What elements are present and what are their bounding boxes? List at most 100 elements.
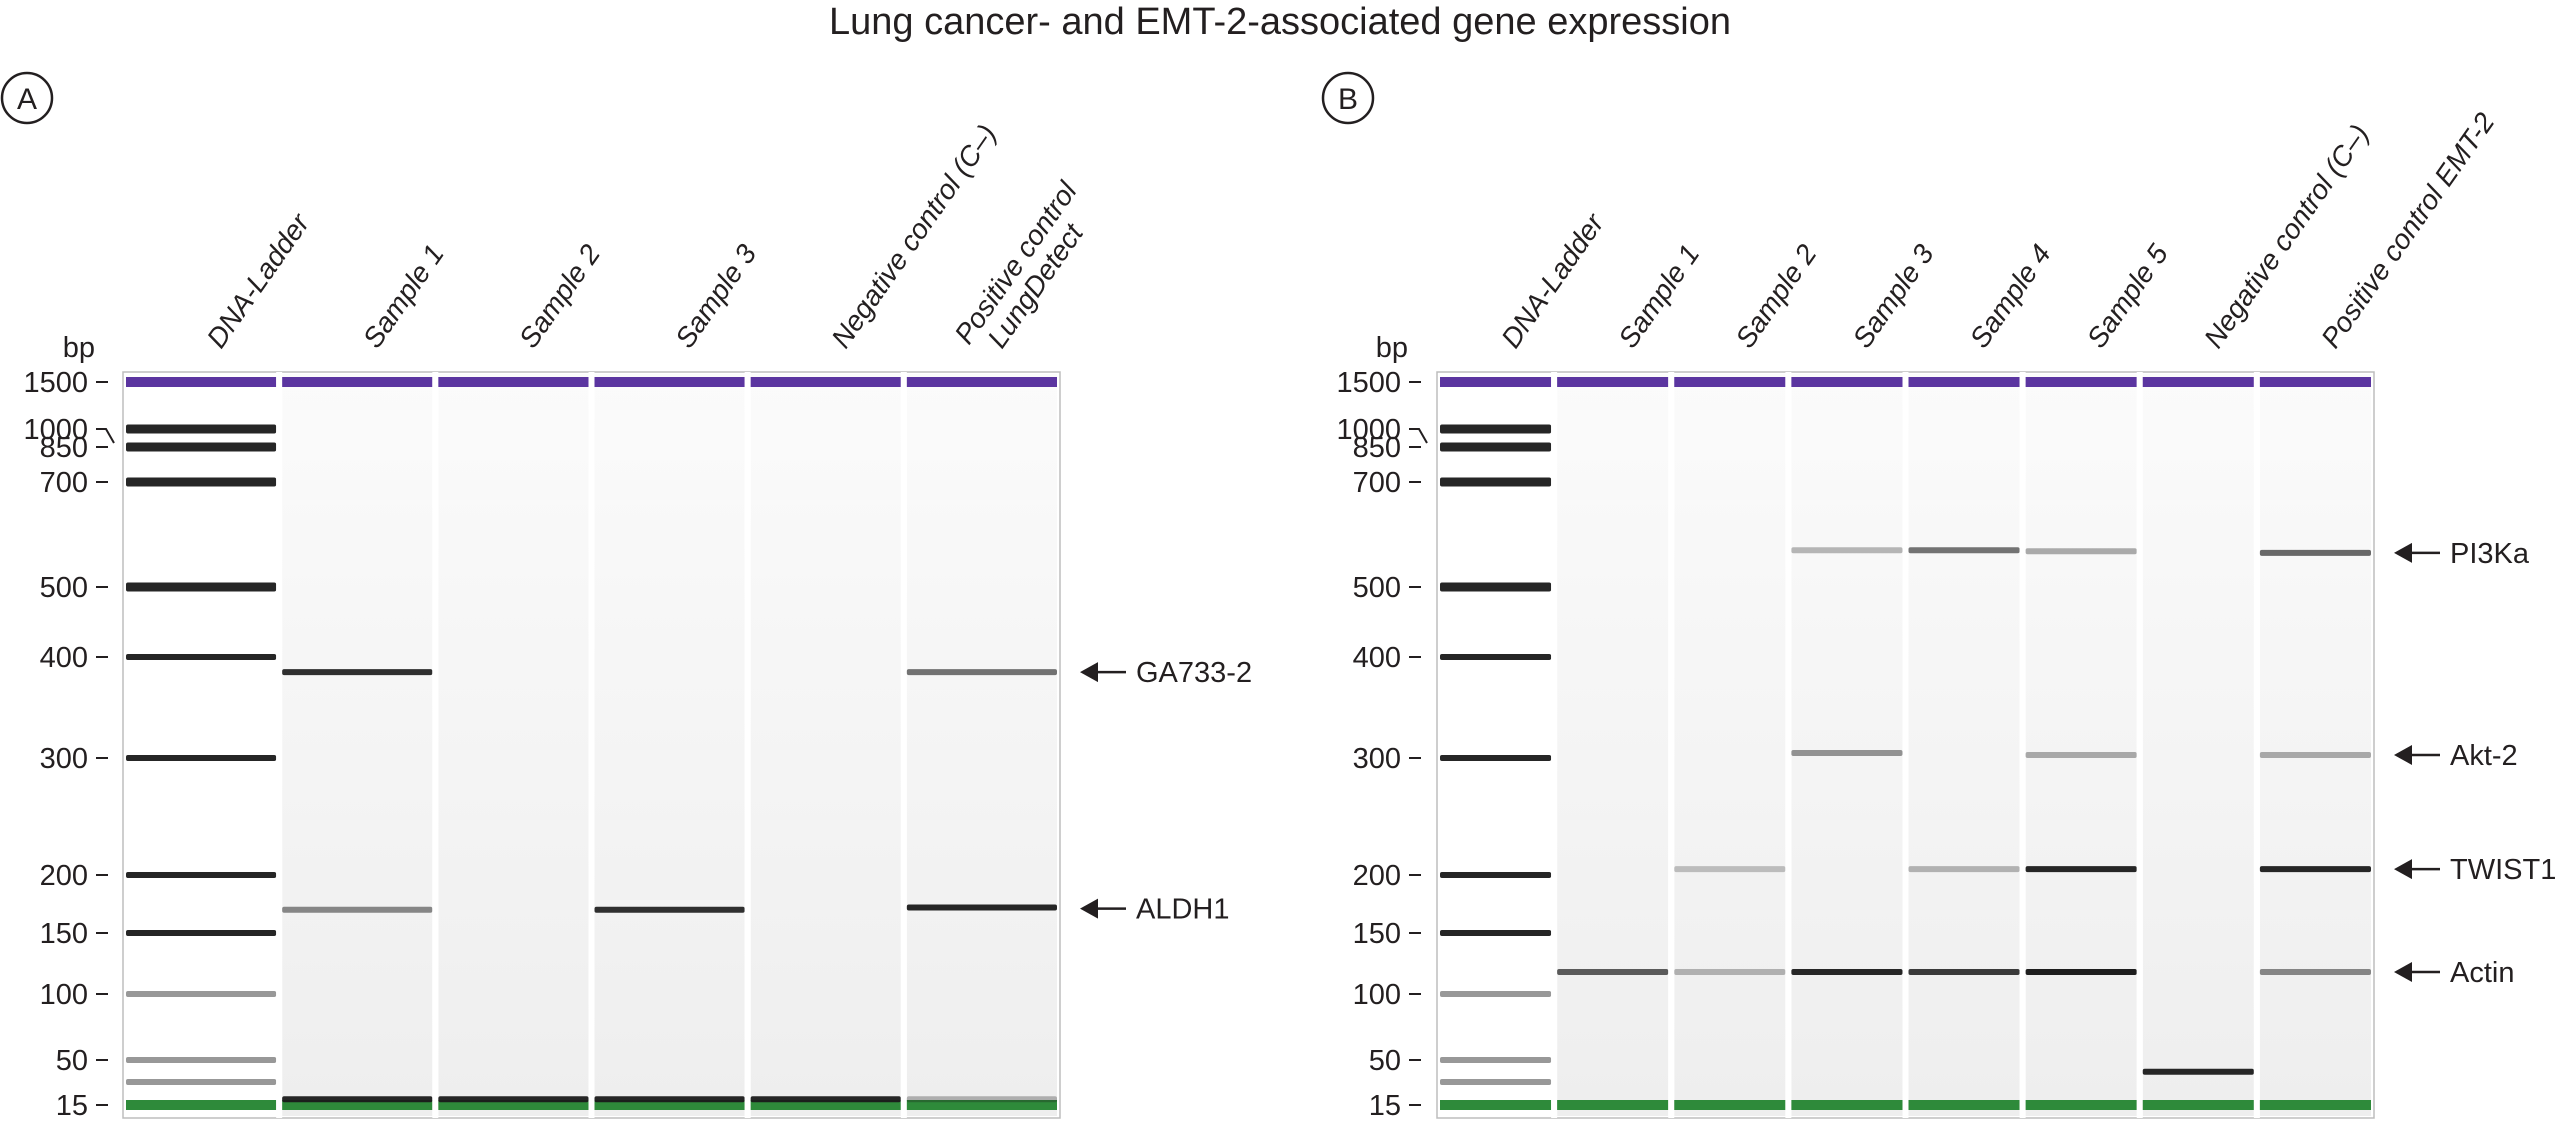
gel-band xyxy=(1791,969,1903,976)
lane-separator xyxy=(2136,372,2143,1118)
lower-marker-band xyxy=(594,1100,745,1110)
lower-marker-band xyxy=(2259,1100,2371,1110)
lane-separator xyxy=(1785,372,1792,1118)
lower-marker-band xyxy=(1791,1100,1903,1110)
lane-background xyxy=(750,374,901,1116)
lane-background xyxy=(2259,374,2371,1116)
gel-band xyxy=(1440,1079,1552,1085)
y-tick-label: 400 xyxy=(40,642,88,674)
lower-marker-band xyxy=(2025,1100,2137,1110)
lane-separator xyxy=(2253,372,2260,1118)
lane-1: Sample 1 xyxy=(276,239,450,1118)
gel-band xyxy=(126,424,277,434)
upper-marker-band xyxy=(2025,377,2137,387)
lane-separator xyxy=(744,372,751,1118)
arrow-left-icon xyxy=(2394,962,2412,983)
lane-background xyxy=(282,374,433,1116)
gene-label: Actin xyxy=(2450,957,2514,989)
lower-marker-band xyxy=(1674,1100,1786,1110)
figure-title: Lung cancer- and EMT-2-associated gene e… xyxy=(829,1,1731,43)
gel-band xyxy=(906,1096,1057,1103)
upper-marker-band xyxy=(2259,377,2371,387)
y-tick-label: 100 xyxy=(40,979,88,1011)
y-tick-label: 1000 xyxy=(1336,414,1401,446)
lane-label: Sample 1 xyxy=(1612,239,1705,354)
gel-band xyxy=(282,669,433,676)
gel-band xyxy=(1440,442,1552,452)
lane-separator xyxy=(900,372,907,1118)
y-tick-label: 850 xyxy=(1353,432,1401,464)
gel-band xyxy=(126,1057,277,1063)
y-tick-label: 700 xyxy=(1353,467,1401,499)
y-tick-label: 500 xyxy=(1353,572,1401,604)
gel-band xyxy=(126,755,277,761)
gel-band xyxy=(1440,477,1552,487)
band-annotation: Actin xyxy=(2394,957,2514,989)
lower-marker-band xyxy=(438,1100,589,1110)
lane-background xyxy=(438,374,589,1116)
gel-band xyxy=(2259,866,2371,873)
lane-label: Sample 1 xyxy=(357,239,450,354)
gel-band xyxy=(126,930,277,936)
lane-background xyxy=(1440,374,1552,1116)
gel-band xyxy=(2025,548,2137,555)
upper-marker-band xyxy=(906,377,1057,387)
gel-band xyxy=(906,904,1057,911)
y-tick-label: 150 xyxy=(1353,918,1401,950)
lane-separator xyxy=(432,372,439,1118)
upper-marker-band xyxy=(1440,377,1552,387)
y-tick-label: 200 xyxy=(40,860,88,892)
lane-separator xyxy=(588,372,595,1118)
gel-band xyxy=(1908,969,2020,976)
upper-marker-band xyxy=(2142,377,2254,387)
arrow-left-icon xyxy=(2394,744,2412,765)
band-annotation: ALDH1 xyxy=(1080,894,1230,926)
lane-3: Sample 3 xyxy=(588,238,763,1118)
y-tick-label: 300 xyxy=(40,743,88,775)
panel-letter-circle xyxy=(1321,71,1375,125)
lane-background xyxy=(1674,374,1786,1116)
gel-band xyxy=(1440,1057,1552,1063)
gel-band xyxy=(1440,930,1552,936)
lane-label: DNA-Ladder xyxy=(201,207,317,354)
y-tick-label: 100 xyxy=(1353,979,1401,1011)
lower-marker-band xyxy=(906,1100,1057,1110)
gel-band xyxy=(594,906,745,913)
upper-marker-band xyxy=(1557,377,1669,387)
lower-marker-band xyxy=(126,1100,277,1110)
gene-label: Akt-2 xyxy=(2450,740,2518,772)
y-tick-label: 400 xyxy=(1353,642,1401,674)
band-annotation: Akt-2 xyxy=(2394,740,2518,772)
arrow-left-icon xyxy=(1080,662,1098,683)
lane-0: DNA-Ladder xyxy=(126,207,316,1116)
y-tick-bracket xyxy=(1409,428,1428,444)
gel-band xyxy=(2259,751,2371,758)
gel-band xyxy=(906,669,1057,676)
lane-background xyxy=(126,374,277,1116)
lane-background xyxy=(2142,374,2254,1116)
gel-band xyxy=(1791,547,1903,554)
gel-band xyxy=(2259,549,2371,556)
gel-band xyxy=(750,1096,901,1103)
upper-marker-band xyxy=(282,377,433,387)
upper-marker-band xyxy=(126,377,277,387)
lane-background xyxy=(906,374,1057,1116)
panel-letter-circle xyxy=(0,71,54,125)
gel-band xyxy=(1440,755,1552,761)
gel-band xyxy=(1440,872,1552,878)
lane-label: DNA-Ladder xyxy=(1495,207,1611,354)
y-tick-label: 1000 xyxy=(23,414,88,446)
gene-label: PI3Ka xyxy=(2450,538,2530,570)
arrow-left-icon xyxy=(2394,859,2412,880)
gel-band xyxy=(126,872,277,878)
lane-label: Sample 2 xyxy=(1729,238,1822,353)
y-tick-label: 50 xyxy=(56,1045,88,1077)
gel-band xyxy=(1791,749,1903,756)
panel-letter: A xyxy=(17,83,37,116)
gel-band xyxy=(126,654,277,660)
gel-band xyxy=(126,1079,277,1085)
lane-separator xyxy=(276,372,283,1118)
gel-band xyxy=(282,906,433,913)
